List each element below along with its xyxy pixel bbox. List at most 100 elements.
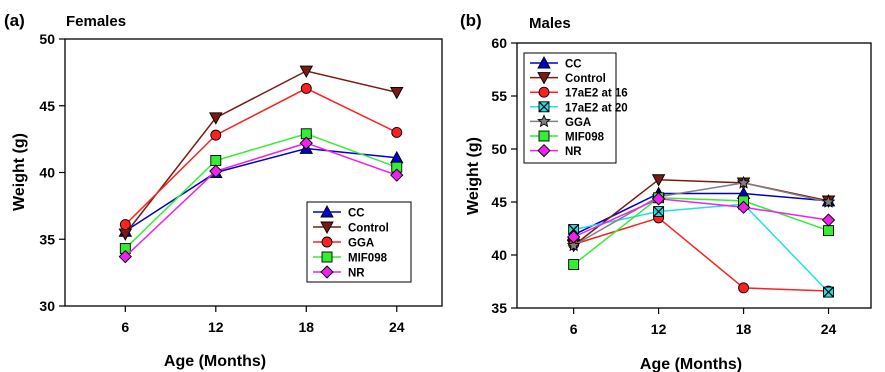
data-point-b-nr-18 (736, 200, 751, 214)
series-line-a-control (124, 70, 397, 235)
legend-marker-b-17ae2-at-16 (538, 86, 550, 98)
series-line-b-nr (573, 198, 829, 238)
y-tick-label-b-45: 45 (491, 194, 507, 210)
data-point-b-17ae2-at-20-24 (823, 286, 834, 298)
series-line-b-gga (573, 182, 829, 247)
data-point-a-gga-6 (119, 219, 131, 231)
data-point-a-nr-12 (209, 164, 223, 178)
legend-item-b-nr: NR (530, 143, 582, 158)
legend-item-b-gga: GGA (530, 114, 591, 129)
legend-label-b-mif098: MIF098 (565, 132, 605, 144)
series-a-gga (119, 82, 403, 231)
plot-frame-b (516, 42, 872, 309)
legend-item-a-nr: NR (313, 265, 365, 280)
y-tick-label-a-45: 45 (39, 98, 55, 114)
legend-label-a-cc: CC (348, 208, 365, 220)
data-point-b-mif098-6 (568, 259, 580, 270)
legend-item-b-17ae2-at-16: 17aE2 at 16 (530, 86, 628, 100)
legend-item-a-mif098: MIF098 (313, 251, 388, 265)
data-point-b-gga-6 (566, 238, 581, 252)
series-b-nr (567, 192, 836, 244)
legend-label-b-17ae2-at-20: 17aE2 at 20 (565, 102, 628, 114)
legend-item-b-cc: CC (530, 56, 582, 71)
y-tick-label-a-40: 40 (39, 165, 55, 181)
data-point-a-control-24 (390, 86, 404, 100)
series-line-a-cc (124, 147, 397, 232)
plot-area-b: 35 40 45 50 55 60 6 12 18 24 CC Control 17aE2 at 16 1… (491, 35, 872, 337)
legend-label-a-nr: NR (348, 268, 365, 280)
legend-marker-a-cc (320, 205, 334, 218)
y-tick-label-a-30: 30 (39, 298, 55, 314)
series-line-a-gga (124, 87, 398, 226)
legend-marker-b-control (537, 72, 551, 85)
data-point-b-gga-24 (821, 194, 836, 208)
legend-label-a-gga: GGA (348, 238, 374, 250)
legend-label-b-gga: GGA (565, 117, 591, 129)
data-point-a-mif098-12 (210, 155, 222, 166)
data-point-a-control-18 (299, 65, 314, 78)
data-point-b-control-12 (651, 174, 666, 187)
series-a-mif098 (119, 128, 403, 255)
y-tick-label-a-35: 35 (39, 231, 55, 247)
y-axis-title-a: Weight (g) (11, 133, 28, 211)
plot-area-a: 30 35 40 45 50 6 12 18 24 CC Control GGA MIF098 NR (39, 31, 443, 335)
legend-label-b-17ae2-at-16: 17aE2 at 16 (565, 88, 628, 100)
series-a-control (118, 65, 404, 241)
data-point-b-17ae2-at-20-12-cross (653, 206, 665, 217)
series-line-b-cc (573, 192, 829, 236)
legend-a: CC Control GGA MIF098 NR (306, 201, 412, 283)
legend-marker-a-gga (321, 236, 333, 248)
legend-marker-b-17ae2-at-20 (538, 101, 550, 113)
legend-marker-a-control (320, 221, 334, 234)
legend-marker-b-nr (537, 143, 551, 158)
panel-title-females: Females (66, 13, 126, 30)
series-b-gga (566, 175, 836, 252)
legend-item-b-17ae2-at-20: 17aE2 at 20 (530, 101, 628, 114)
panel-males: (b) Males Age (Months) Weight (g) 35 40 45… (460, 11, 872, 372)
legend-item-b-mif098: MIF098 (530, 130, 605, 144)
y-tick-label-b-40: 40 (491, 247, 507, 263)
data-point-b-17ae2-at-20-6-cross (568, 224, 580, 235)
y-tick-label-b-55: 55 (491, 88, 507, 104)
data-point-a-control-12 (209, 112, 223, 125)
x-axis-title-a: Age (Months) (164, 353, 266, 370)
data-point-a-nr-24 (390, 168, 404, 182)
series-line-a-mif098 (124, 133, 398, 250)
data-point-a-gga-18 (300, 82, 312, 94)
data-point-a-gga-12 (210, 129, 222, 141)
series-line-b-mif098 (573, 197, 829, 266)
x-tick-label-b-18: 18 (736, 321, 752, 337)
legend-item-a-cc: CC (313, 205, 365, 220)
data-point-a-nr-18 (299, 136, 313, 150)
x-axis-title-b: Age (Months) (640, 356, 742, 372)
series-b-mif098 (568, 192, 834, 270)
legend-b: CC Control 17aE2 at 16 17aE2 at 20 GGA MIF098… (523, 52, 628, 164)
legend-marker-a-mif098 (321, 251, 333, 263)
data-point-b-gga-18 (736, 175, 751, 189)
series-b-control (566, 174, 836, 253)
x-tick-label-a-24: 24 (389, 319, 405, 335)
x-tick-label-a-6: 6 (121, 319, 129, 335)
legend-marker-b-gga (537, 114, 551, 128)
panel-label-b: (b) (460, 11, 482, 30)
data-point-a-nr-6 (118, 249, 132, 264)
series-line-b-17ae2-at-16 (573, 217, 829, 292)
y-tick-label-b-50: 50 (491, 141, 507, 157)
legend-marker-a-nr (320, 265, 334, 279)
y-tick-label-b-60: 60 (491, 35, 507, 51)
legend-marker-b-17ae2-at-20-cross (538, 101, 550, 113)
series-line-a-nr (124, 142, 398, 258)
series-a-nr (118, 136, 404, 264)
data-point-b-nr-12 (651, 192, 666, 206)
data-point-b-nr-6 (567, 230, 581, 244)
x-tick-label-b-6: 6 (570, 321, 578, 337)
legend-marker-b-cc (537, 56, 551, 69)
legend-label-a-control: Control (348, 223, 389, 235)
panel-title-males: Males (529, 15, 571, 32)
legend-label-a-mif098: MIF098 (348, 253, 388, 265)
x-tick-label-a-12: 12 (208, 319, 224, 335)
legend-item-a-gga: GGA (313, 236, 374, 250)
y-tick-label-b-35: 35 (491, 300, 507, 316)
legend-label-b-control: Control (565, 73, 606, 85)
data-point-b-17ae2-at-20-6 (568, 224, 580, 236)
